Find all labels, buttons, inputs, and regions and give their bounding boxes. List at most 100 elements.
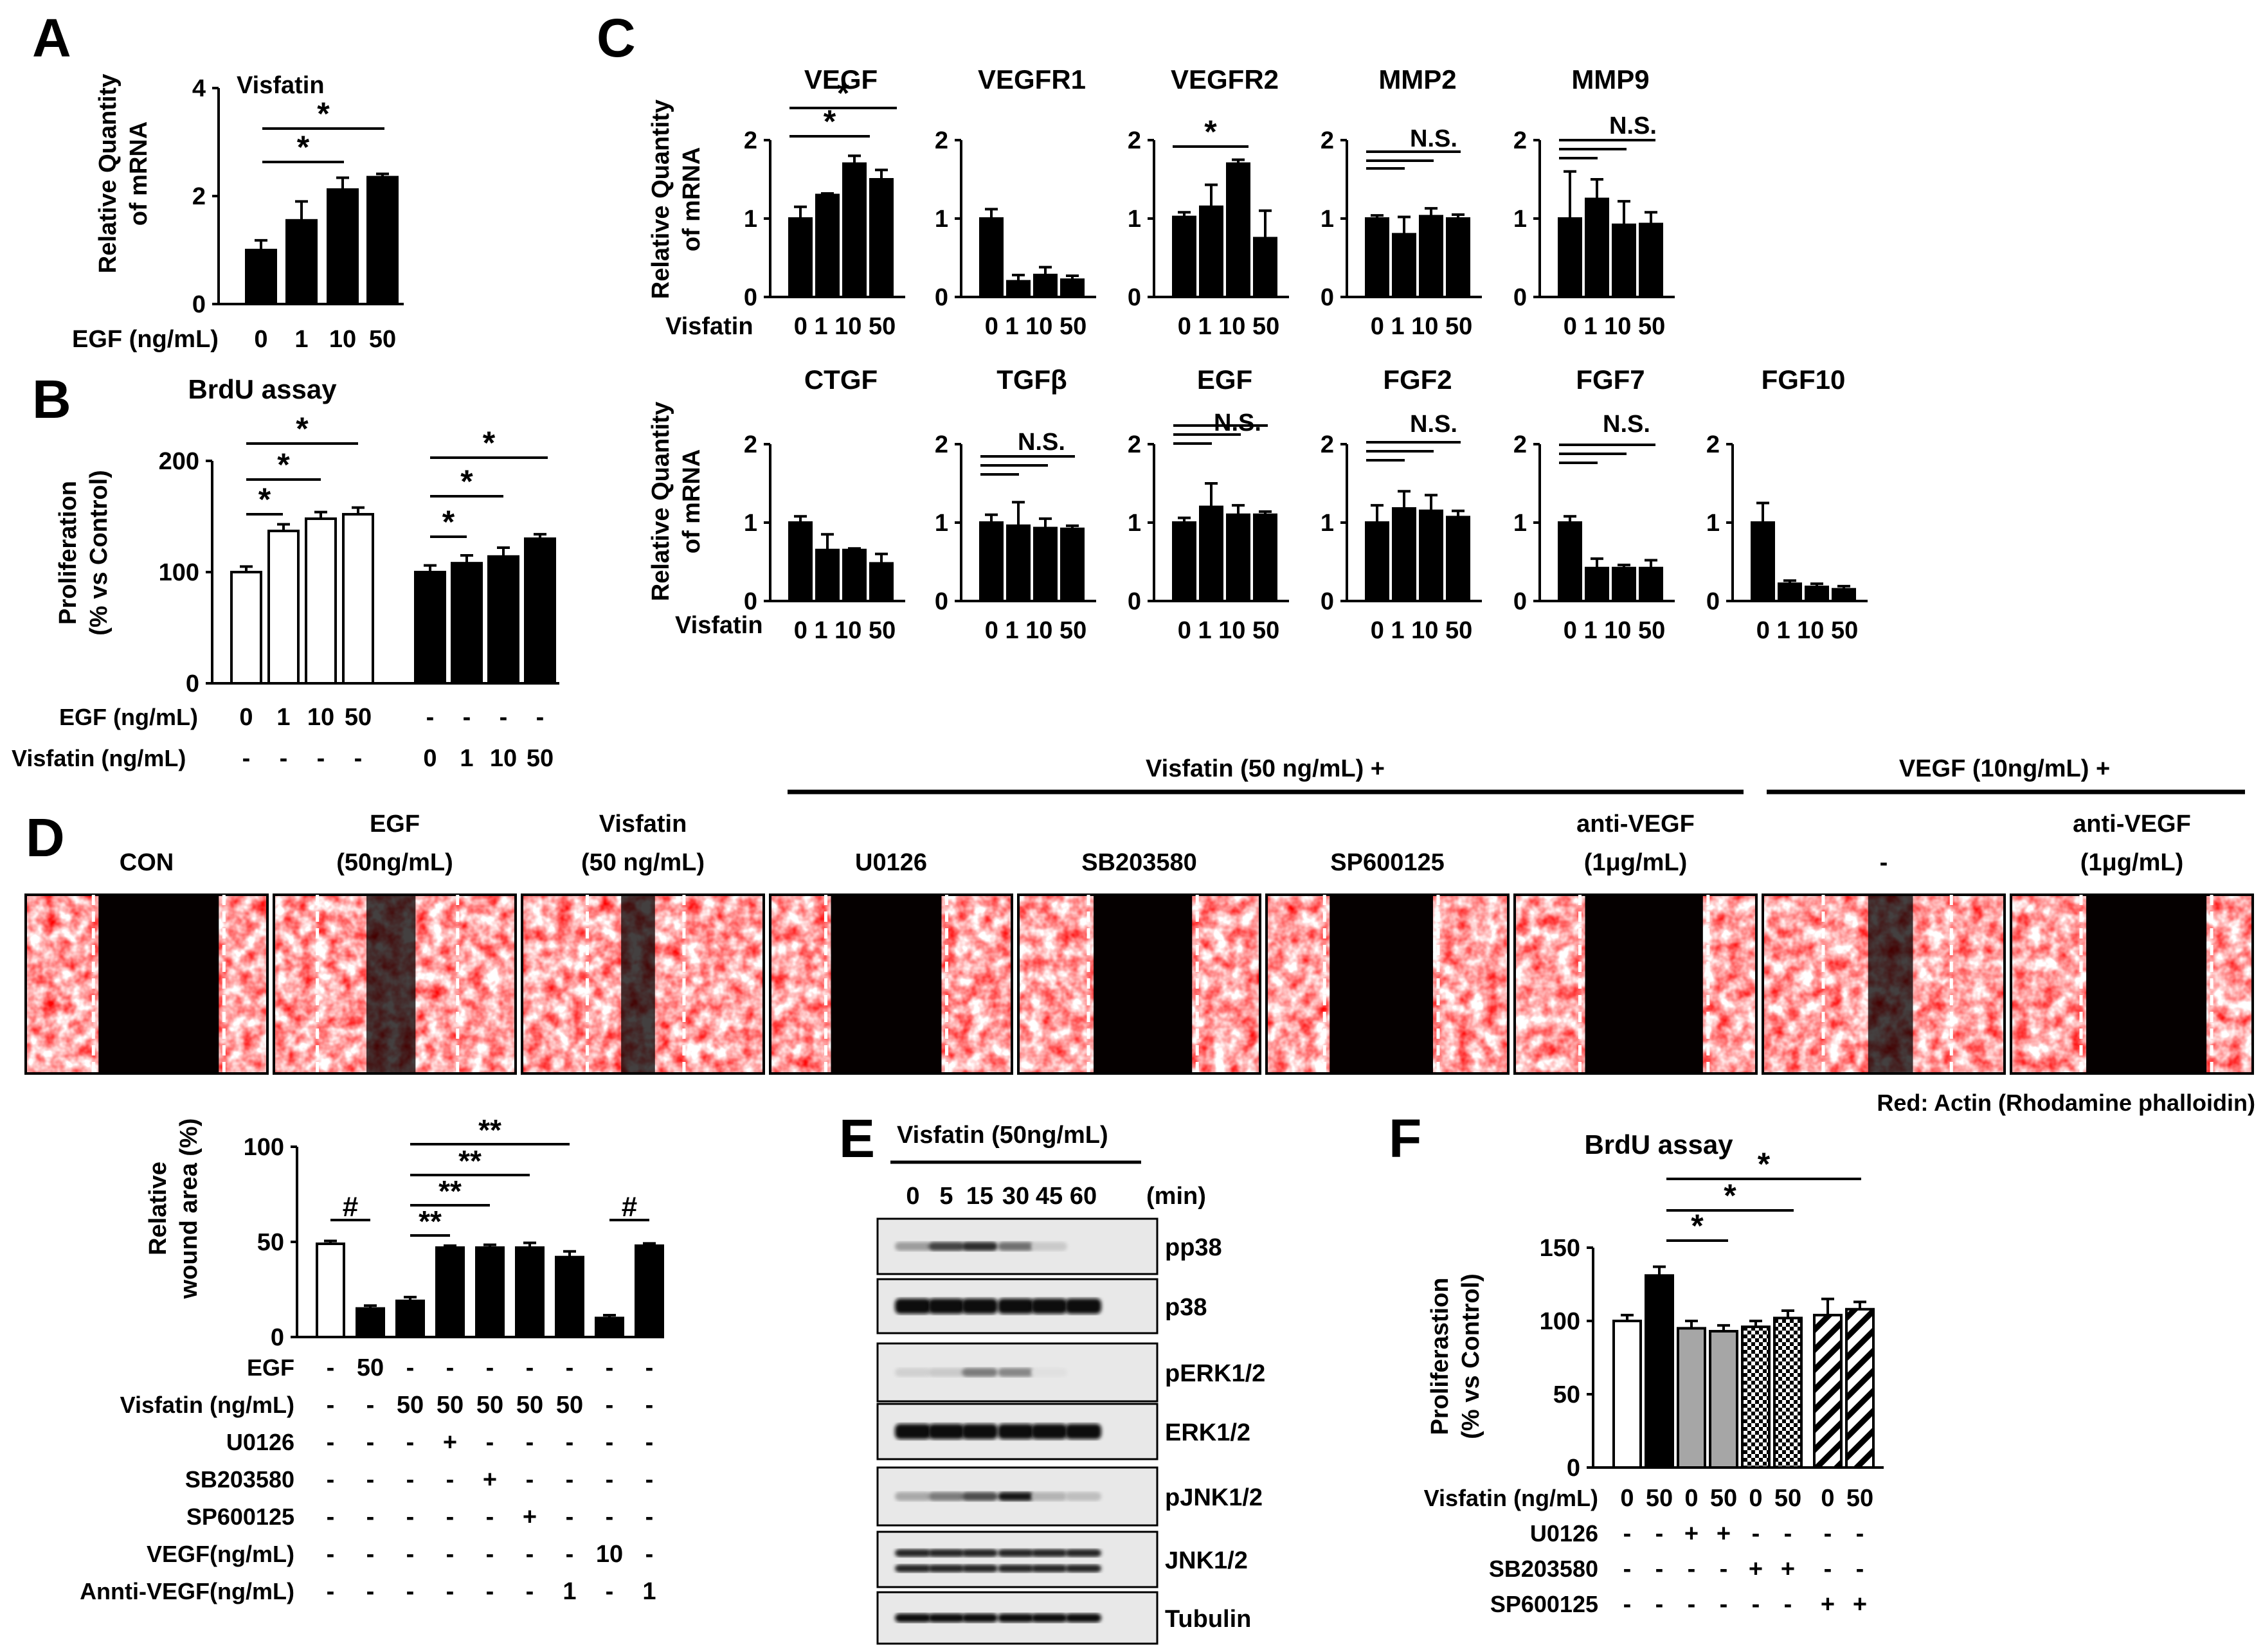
panel-c: Relative Quantity of mRNA Relative Quant… xyxy=(647,64,1868,644)
panel-f-table-cell: - xyxy=(1720,1591,1728,1618)
blot-band xyxy=(928,1368,964,1377)
panel-c-1-bar xyxy=(1060,278,1085,299)
panel-c-gene-title: TGFβ xyxy=(996,364,1067,395)
panel-d-table-cell: - xyxy=(446,1466,455,1493)
panel-c-7-bar xyxy=(1226,513,1250,602)
panel-c-6-bar xyxy=(979,521,1004,602)
panel-f-row-label: U0126 xyxy=(1530,1520,1598,1547)
panel-a-xtick-label: 50 xyxy=(369,326,396,353)
panel-d-significance: ** xyxy=(419,1205,442,1238)
panel-c-8-bar xyxy=(1446,516,1470,603)
panel-d-table-cell: - xyxy=(366,1466,375,1493)
panel-c-gene-title: MMP2 xyxy=(1378,64,1456,94)
panel-b-bar xyxy=(524,537,556,685)
panel-d-significance: ** xyxy=(458,1144,482,1178)
blot-band xyxy=(895,1368,931,1377)
blot-band xyxy=(928,1549,964,1557)
panel-f-table-cell: - xyxy=(1824,1520,1832,1547)
wound-image-label: (1μg/mL) xyxy=(2080,849,2183,876)
panel-d-table-cell: - xyxy=(526,1578,534,1605)
panel-a-xlabel: EGF (ng/mL) xyxy=(72,326,219,353)
panel-f-table-cell: + xyxy=(1781,1556,1795,1583)
panel-d-table-cell: - xyxy=(406,1578,415,1605)
panel-f-table-cell: - xyxy=(1824,1556,1832,1583)
panel-d-table-cell: 1 xyxy=(642,1578,656,1605)
blot-band xyxy=(998,1549,1034,1557)
panel-d-table-cell: - xyxy=(486,1429,494,1456)
wound-image-frame xyxy=(273,893,517,1075)
panel-d-table-cell: - xyxy=(327,1354,335,1381)
panel-d-group-vegf: VEGF (10ng/mL) + xyxy=(1899,755,2110,782)
panel-d-table-cell: - xyxy=(406,1541,415,1568)
panel-c-9-bar xyxy=(1558,521,1582,602)
panel-f-significance: * xyxy=(1691,1208,1704,1244)
panel-b-visfatin-value: - xyxy=(280,745,288,772)
panel-c-vegfr2-sig: * xyxy=(1204,114,1217,150)
panel-f-bar xyxy=(1612,1320,1642,1469)
panel-f-ylabel-2: (% vs Control) xyxy=(1457,1273,1484,1439)
panel-d-table-cell: - xyxy=(526,1429,534,1456)
wound-image-frame xyxy=(24,893,269,1075)
panel-b-significance: * xyxy=(296,411,309,447)
panel-d-table-cell: - xyxy=(486,1354,494,1381)
panel-c-0-bar xyxy=(788,217,813,298)
blot-band xyxy=(962,1549,998,1557)
panel-f-significance: * xyxy=(1758,1146,1771,1182)
panel-d-ytick-label: 0 xyxy=(271,1324,284,1351)
panel-b-visfatin-value: - xyxy=(354,745,363,772)
blot-label: pERK1/2 xyxy=(1165,1360,1265,1387)
panel-a-ytick-label: 2 xyxy=(192,183,206,210)
panel-c-xtick-labels: 0 1 10 50 xyxy=(1371,617,1472,644)
panel-d-row-label: U0126 xyxy=(226,1429,294,1455)
panel-b-egf-value: 0 xyxy=(239,704,253,731)
panel-c-5-bar xyxy=(842,548,867,603)
panel-c-4-bar xyxy=(1639,222,1663,299)
panel-letter-c: C xyxy=(597,8,636,68)
panel-f-table-cell: + xyxy=(1717,1520,1731,1547)
panel-c-10-ytick-label: 1 xyxy=(1706,510,1720,537)
wound-image-label: - xyxy=(1880,849,1888,876)
panel-c-8-bar xyxy=(1419,509,1443,603)
panel-c-4-ytick-label: 1 xyxy=(1513,206,1527,233)
panel-d-table-cell: - xyxy=(327,1541,335,1568)
panel-b-visfatin-value: 50 xyxy=(527,745,554,772)
blot-band xyxy=(895,1565,931,1572)
wound-image-label: SP600125 xyxy=(1330,849,1445,876)
wound-image-frame xyxy=(1265,893,1510,1075)
blot-band xyxy=(998,1368,1034,1377)
panel-c-0-ytick-label: 0 xyxy=(744,284,757,311)
panel-f-table-cell: + xyxy=(1853,1591,1867,1618)
wound-gap xyxy=(831,896,942,1072)
blot-band xyxy=(1065,1424,1101,1439)
panel-e-time-label: 5 xyxy=(939,1183,953,1210)
panel-c-gene-title: CTGF xyxy=(804,364,878,395)
panel-f-table-cell: - xyxy=(1688,1556,1696,1583)
panel-c-3-bar xyxy=(1446,217,1470,298)
panel-f-table-cell: 0 xyxy=(1684,1485,1698,1512)
panel-d-bar xyxy=(555,1255,584,1339)
panel-a-title: Visfatin xyxy=(237,72,325,99)
panel-c-9-bar xyxy=(1639,566,1663,603)
panel-d-table-cell: - xyxy=(366,1541,375,1568)
panel-c-xtick-labels: 0 1 10 50 xyxy=(1564,617,1665,644)
panel-d-table-cell: - xyxy=(327,1466,335,1493)
panel-e-time-label: 15 xyxy=(966,1183,993,1210)
panel-c-1-ytick-label: 1 xyxy=(935,206,948,233)
panel-f-table-cell: 50 xyxy=(1846,1485,1873,1512)
panel-f-table-cell: - xyxy=(1623,1556,1632,1583)
wound-gap xyxy=(1585,896,1703,1072)
blot-band xyxy=(962,1613,998,1622)
panel-e-time-label: 60 xyxy=(1070,1183,1097,1210)
panel-b-visfatin-value: - xyxy=(242,745,251,772)
panel-f-table-cell: - xyxy=(1623,1591,1632,1618)
panel-c-8-ytick-label: 1 xyxy=(1321,510,1334,537)
blot-band xyxy=(998,1242,1034,1251)
panel-c-6-ytick-label: 0 xyxy=(935,588,948,615)
wound-gap xyxy=(366,896,416,1072)
panel-c-gene-title: FGF10 xyxy=(1762,364,1846,395)
panel-f-table-cell: - xyxy=(1784,1591,1792,1618)
panel-a-xtick-label: 0 xyxy=(254,326,267,353)
panel-c-2-bar xyxy=(1253,237,1277,298)
panel-f-significance: * xyxy=(1724,1178,1736,1214)
panel-e-time-label: 0 xyxy=(906,1183,919,1210)
